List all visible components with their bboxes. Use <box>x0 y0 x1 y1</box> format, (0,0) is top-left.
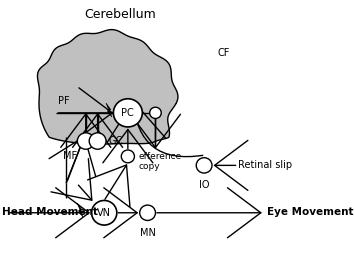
Circle shape <box>113 99 142 127</box>
Polygon shape <box>38 30 178 144</box>
Circle shape <box>140 205 155 220</box>
Circle shape <box>121 150 135 163</box>
FancyArrowPatch shape <box>73 114 122 147</box>
Circle shape <box>89 133 106 149</box>
Text: Eye Movement: Eye Movement <box>267 207 354 217</box>
FancyArrowPatch shape <box>61 114 111 147</box>
FancyArrowPatch shape <box>88 165 130 206</box>
Circle shape <box>92 200 117 225</box>
Text: CF: CF <box>217 48 230 58</box>
FancyArrowPatch shape <box>104 188 137 238</box>
Text: efference
copy: efference copy <box>138 152 182 171</box>
FancyArrowPatch shape <box>10 188 89 238</box>
Circle shape <box>196 158 212 173</box>
FancyArrowPatch shape <box>107 101 203 157</box>
FancyArrowPatch shape <box>131 114 180 148</box>
Text: VN: VN <box>97 208 111 218</box>
FancyArrowPatch shape <box>51 159 92 200</box>
Circle shape <box>77 133 94 149</box>
Text: Retinal slip: Retinal slip <box>238 160 293 170</box>
FancyArrowPatch shape <box>157 188 261 238</box>
Text: MF: MF <box>64 152 77 161</box>
Text: MN: MN <box>140 228 155 238</box>
Text: GC: GC <box>109 136 123 146</box>
Text: PF: PF <box>58 96 70 106</box>
FancyArrowPatch shape <box>49 136 96 181</box>
FancyArrowPatch shape <box>58 88 112 138</box>
Polygon shape <box>106 103 112 117</box>
Text: Head Movement: Head Movement <box>2 207 98 217</box>
Polygon shape <box>77 203 83 217</box>
FancyArrowPatch shape <box>214 140 248 190</box>
Text: IO: IO <box>199 180 209 190</box>
Circle shape <box>150 107 161 118</box>
Text: PC: PC <box>121 108 134 118</box>
FancyArrowPatch shape <box>103 130 153 163</box>
Text: Cerebellum: Cerebellum <box>84 8 156 21</box>
